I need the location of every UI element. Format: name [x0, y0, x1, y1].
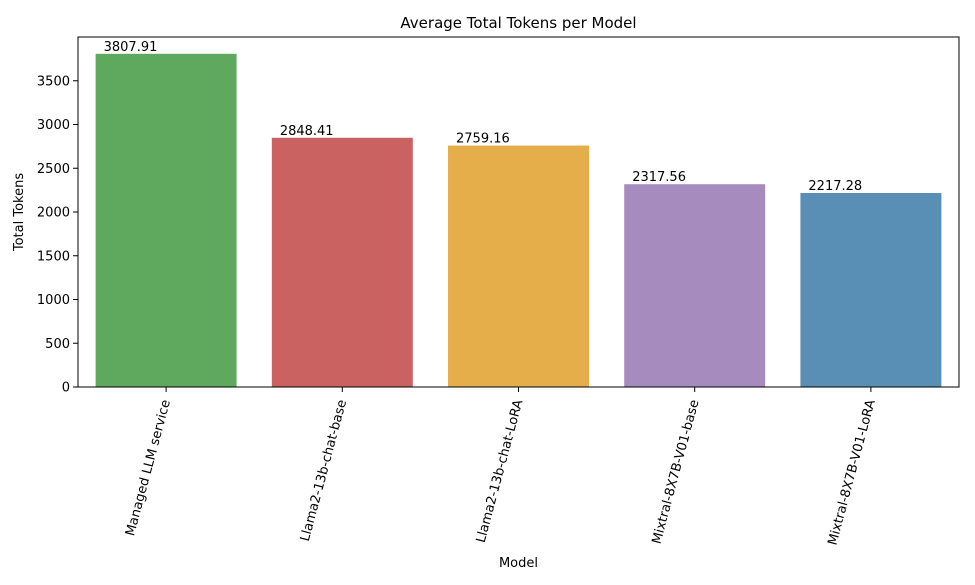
bar-3	[448, 145, 589, 387]
x-tick-label-5: Mixtral-8X7B-V01-LoRA	[825, 398, 878, 547]
data-label-5: 2217.28	[808, 179, 862, 194]
x-axis: Managed LLM service Llama2-13b-chat-base L…	[123, 387, 879, 547]
x-axis-title: Model	[499, 556, 538, 571]
bar-1	[95, 53, 237, 388]
y-tick-label-2: 500	[45, 337, 70, 352]
x-tick-label-2: Llama2-13b-chat-base	[298, 398, 350, 543]
x-tick-label-1: Managed LLM service	[123, 398, 174, 538]
x-tick-label-3: Llama2-13b-chat-LoRA	[474, 398, 527, 544]
y-axis-title: Total Tokens	[12, 173, 27, 252]
x-tick-label-4: Mixtral-8X7B-V01-base	[650, 398, 703, 545]
data-label-1: 3807.91	[104, 40, 158, 55]
y-tick-label-8: 3500	[37, 74, 70, 89]
y-tick-label-5: 2000	[37, 206, 70, 221]
chart-title: Average Total Tokens per Model	[400, 14, 636, 32]
y-axis: 0 500 1000 1500 2000 2500 3000 3500	[37, 74, 78, 396]
y-tick-label-7: 3000	[37, 118, 70, 133]
bar-2	[271, 137, 413, 387]
data-label-3: 2759.16	[456, 132, 510, 147]
bar-5	[800, 192, 942, 387]
data-label-2: 2848.41	[280, 124, 334, 139]
bars-group	[95, 53, 942, 388]
y-tick-label-3: 1000	[37, 293, 70, 308]
y-tick-label-4: 1500	[37, 249, 70, 264]
y-tick-label-1: 0	[62, 381, 70, 396]
y-tick-label-6: 2500	[37, 162, 70, 177]
plot-frame	[77, 36, 960, 388]
data-labels-group: 3807.91 2848.41 2759.16 2317.56 2217.28	[104, 40, 863, 194]
bar-4	[624, 184, 766, 387]
data-label-4: 2317.56	[632, 170, 686, 185]
